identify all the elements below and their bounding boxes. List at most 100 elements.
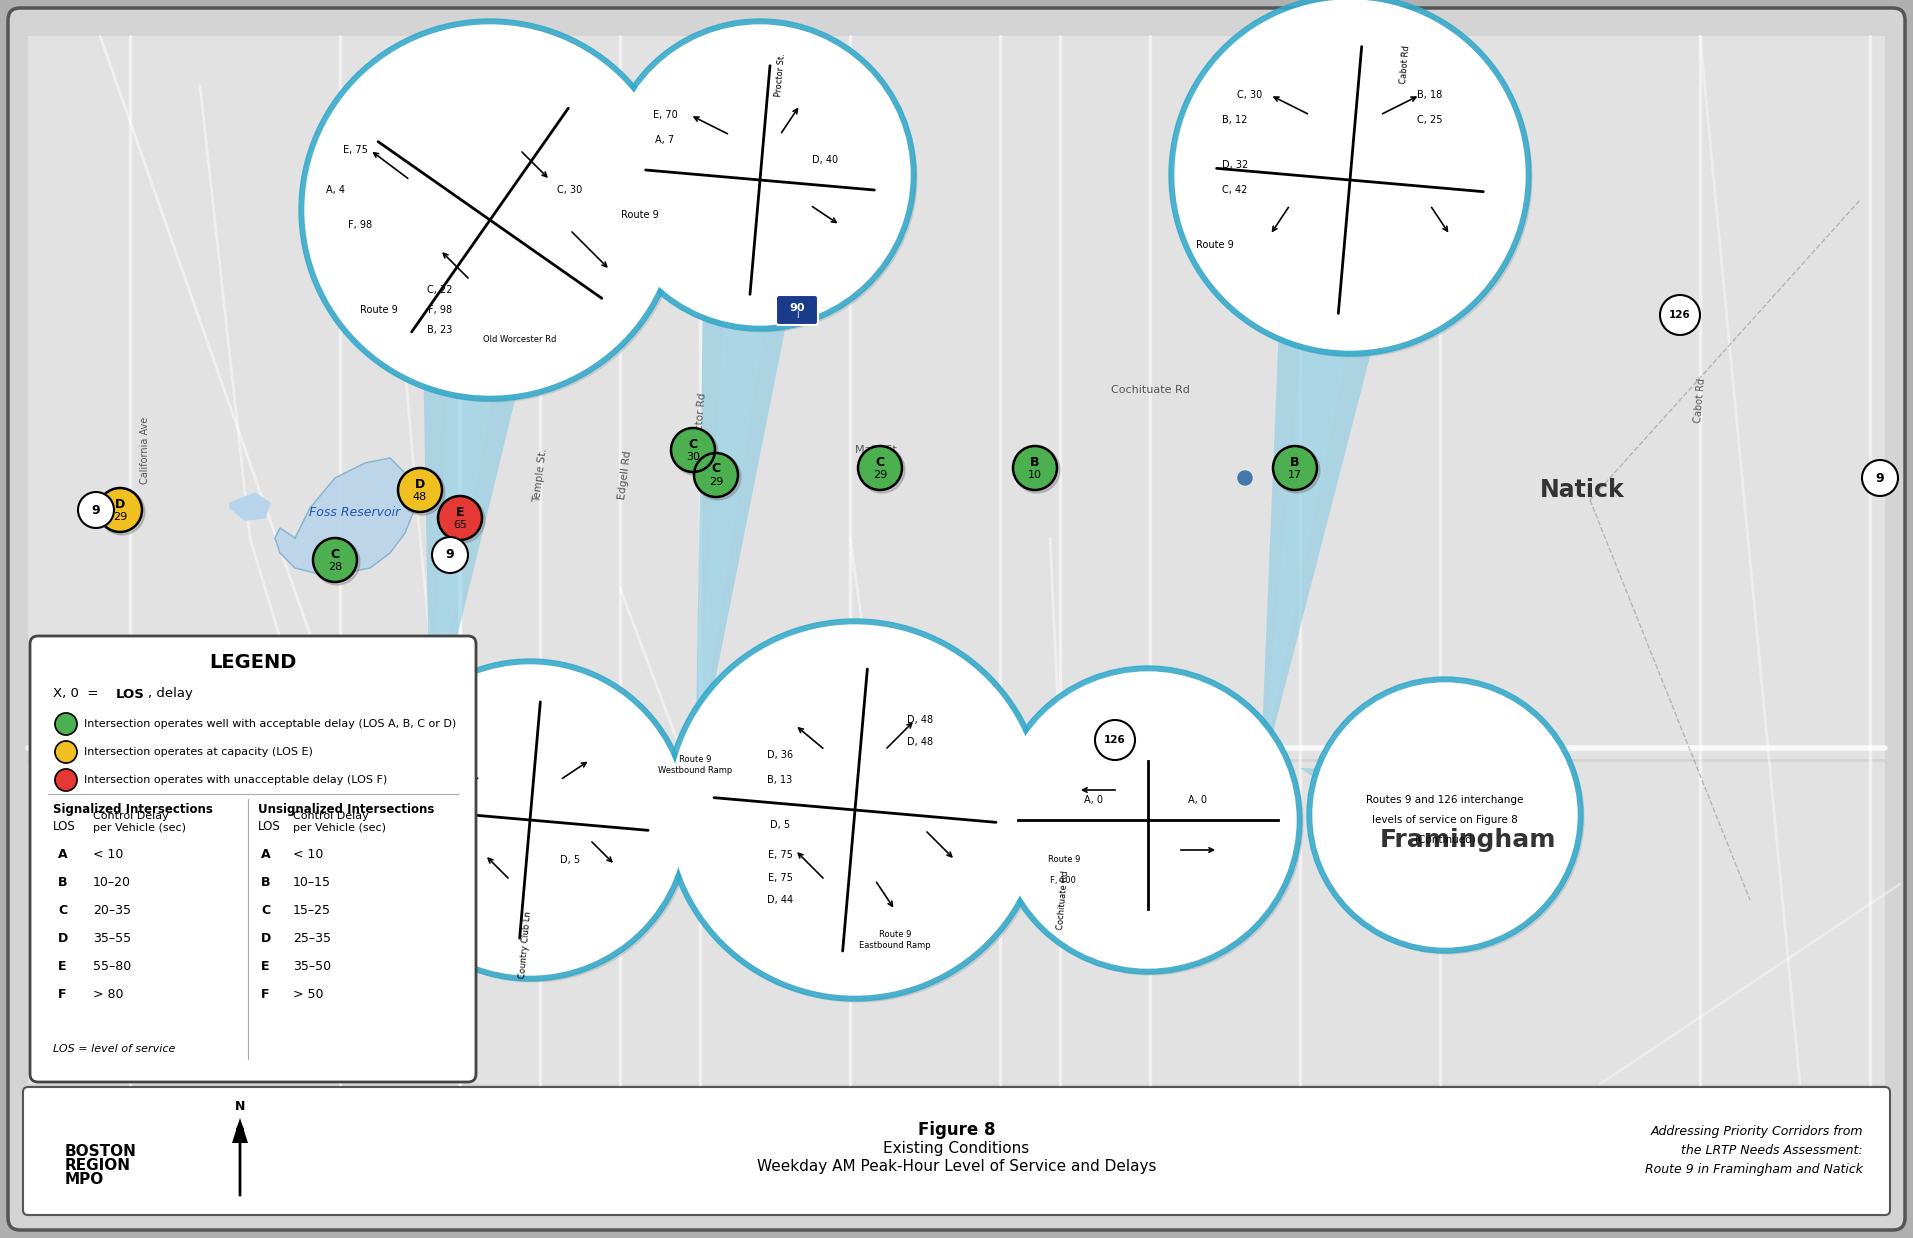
Text: 28: 28	[327, 562, 342, 572]
Polygon shape	[1301, 768, 1452, 837]
Text: Country Club Ln: Country Club Ln	[518, 911, 532, 979]
Text: A, 6: A, 6	[105, 865, 124, 875]
Text: E: E	[57, 959, 67, 973]
Circle shape	[859, 446, 903, 490]
Text: REGION: REGION	[65, 1158, 130, 1172]
Circle shape	[1307, 677, 1582, 953]
Text: < 10: < 10	[94, 848, 122, 860]
Circle shape	[1169, 0, 1530, 357]
Circle shape	[1175, 0, 1525, 350]
Text: 29: 29	[113, 513, 126, 522]
Text: E, 46: E, 46	[209, 890, 231, 900]
Text: Natick: Natick	[1540, 478, 1624, 501]
Text: 9: 9	[92, 504, 99, 516]
Text: Addressing Priority Corridors from
the LRTP Needs Assessment:
Route 9 in Framing: Addressing Priority Corridors from the L…	[1645, 1125, 1863, 1176]
Text: Framingham: Framingham	[1379, 828, 1557, 852]
Text: Intersection operates well with acceptable delay (LOS A, B, C or D): Intersection operates well with acceptab…	[84, 719, 455, 729]
Text: Route 9: Route 9	[622, 210, 658, 220]
Text: C, 42: C, 42	[1222, 184, 1247, 196]
Circle shape	[608, 24, 916, 332]
Text: C, 22: C, 22	[427, 285, 453, 295]
FancyBboxPatch shape	[31, 636, 476, 1082]
Text: D: D	[57, 931, 69, 945]
Text: California Ave: California Ave	[140, 416, 149, 484]
Text: D, 48: D, 48	[907, 737, 934, 747]
Text: D, 45: D, 45	[207, 910, 233, 920]
Text: E, cl: E, cl	[90, 775, 111, 785]
Text: Route 9
Eastbound Ramp: Route 9 Eastbound Ramp	[859, 930, 932, 950]
Text: D: D	[260, 931, 272, 945]
Text: E, 51: E, 51	[448, 777, 473, 787]
Polygon shape	[430, 206, 524, 748]
Circle shape	[375, 665, 685, 976]
Circle shape	[1238, 470, 1251, 485]
Text: Route 9
Westbound Ramp: Route 9 Westbound Ramp	[658, 755, 733, 775]
Text: 10–20: 10–20	[94, 875, 130, 889]
Text: A, 4: A, 4	[325, 184, 344, 196]
Text: Cabot Rd: Cabot Rd	[1398, 46, 1412, 84]
Circle shape	[304, 24, 683, 402]
Text: C: C	[689, 437, 698, 451]
Text: LOS: LOS	[258, 820, 281, 832]
Text: Existing Conditions: Existing Conditions	[884, 1140, 1029, 1155]
Text: E: E	[260, 959, 270, 973]
Polygon shape	[231, 1118, 249, 1143]
Text: D: D	[115, 498, 124, 510]
Text: B: B	[57, 875, 67, 889]
Circle shape	[55, 742, 77, 763]
Circle shape	[610, 25, 911, 326]
Text: 90: 90	[790, 303, 805, 313]
Text: D, 48: D, 48	[907, 716, 934, 725]
Polygon shape	[421, 202, 561, 748]
Text: Intersection operates at capacity (LOS E): Intersection operates at capacity (LOS E…	[84, 747, 314, 756]
Text: , delay: , delay	[147, 687, 193, 701]
Circle shape	[1660, 295, 1701, 335]
Text: C, 21: C, 21	[448, 755, 473, 765]
Circle shape	[671, 430, 717, 475]
Text: 17: 17	[1287, 470, 1303, 480]
Circle shape	[314, 539, 358, 582]
Text: F, 100: F, 100	[1050, 875, 1075, 884]
Text: Proctor Rd: Proctor Rd	[693, 392, 708, 447]
Text: Weekday AM Peak-Hour Level of Service and Delays: Weekday AM Peak-Hour Level of Service an…	[758, 1159, 1155, 1174]
Text: X, 0  =: X, 0 =	[54, 687, 103, 701]
Text: 35–50: 35–50	[293, 959, 331, 973]
Circle shape	[1014, 446, 1058, 490]
Text: 20–35: 20–35	[94, 904, 130, 916]
Text: A, 7: A, 7	[656, 135, 675, 145]
Text: E, cl: E, cl	[90, 795, 111, 805]
Text: 35–55: 35–55	[94, 931, 132, 945]
Text: California Ave: California Ave	[184, 926, 197, 984]
Polygon shape	[149, 745, 241, 852]
Text: Edgell Rd: Edgell Rd	[618, 449, 633, 500]
Circle shape	[995, 666, 1303, 974]
Text: LOS: LOS	[54, 820, 77, 832]
Circle shape	[369, 659, 691, 980]
Text: A: A	[260, 848, 270, 860]
Text: 9: 9	[1875, 472, 1884, 484]
Circle shape	[34, 669, 356, 990]
Text: Figure 8: Figure 8	[918, 1120, 995, 1139]
Circle shape	[1312, 683, 1576, 947]
Text: D, 5: D, 5	[769, 820, 790, 829]
Text: D: D	[415, 478, 425, 490]
Text: 29: 29	[872, 470, 888, 480]
Text: A, 0: A, 0	[1188, 795, 1207, 805]
Text: E, 75: E, 75	[767, 873, 792, 883]
Polygon shape	[275, 458, 415, 573]
Circle shape	[55, 713, 77, 735]
Polygon shape	[1301, 768, 1460, 858]
Polygon shape	[694, 170, 815, 781]
Text: Control Delay
per Vehicle (sec): Control Delay per Vehicle (sec)	[94, 811, 186, 833]
Circle shape	[432, 537, 469, 573]
Circle shape	[98, 488, 142, 532]
Text: C, 32: C, 32	[432, 855, 457, 865]
Circle shape	[438, 496, 486, 543]
Text: D, 40: D, 40	[811, 155, 838, 165]
Text: F, 98: F, 98	[429, 305, 451, 314]
Text: B: B	[1031, 456, 1041, 468]
Text: E: E	[455, 505, 465, 519]
Text: LEGEND: LEGEND	[209, 652, 297, 671]
Text: B, 23: B, 23	[427, 326, 453, 335]
Circle shape	[375, 664, 693, 982]
